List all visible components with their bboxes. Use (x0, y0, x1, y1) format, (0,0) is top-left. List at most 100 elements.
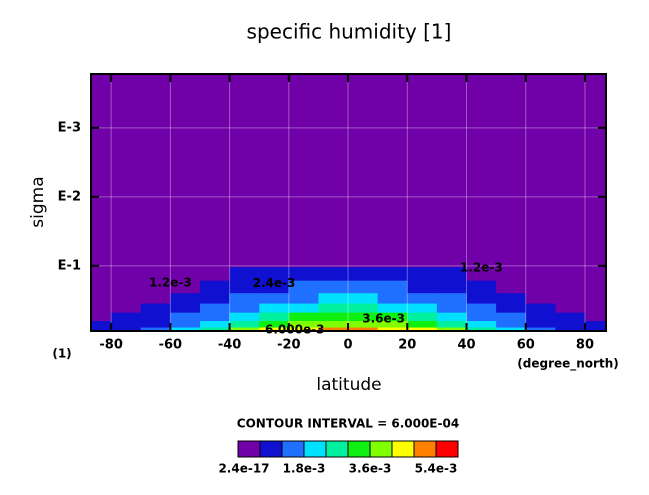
contour-cell (348, 312, 379, 322)
x-tick-label: 0 (344, 338, 353, 353)
contour-cell (407, 267, 438, 281)
contour-cell (496, 320, 527, 328)
contour-cell (170, 292, 201, 304)
contour-cell (584, 267, 607, 281)
contour-cell (525, 312, 556, 322)
x-units: (degree_north) (517, 357, 618, 372)
contour-cell (199, 292, 231, 304)
contour-cell (407, 280, 438, 294)
contour-cell (140, 292, 171, 304)
contour-cell (377, 312, 408, 322)
contour-cell (229, 292, 260, 304)
contour-cell (496, 267, 527, 281)
contour-cell (318, 267, 349, 281)
contour-cell (436, 303, 468, 313)
contour-cell (555, 267, 586, 281)
contour-cell (259, 292, 290, 304)
contour-cell (91, 280, 112, 294)
contour-cell (259, 320, 290, 328)
contour-label: 3.6e-3 (362, 312, 405, 326)
contour-cell (91, 292, 112, 304)
y-tick-label: E-1 (58, 258, 81, 273)
contour-cell (466, 320, 497, 328)
contour-cell (170, 303, 201, 313)
contour-cell (407, 292, 438, 304)
contour-cell (111, 292, 142, 304)
contour-cell (318, 303, 349, 313)
x-tick-label: -40 (218, 338, 242, 353)
contour-cell (466, 280, 497, 294)
contour-cell (259, 312, 290, 322)
contour-cell (584, 292, 607, 304)
contour-cell (229, 312, 260, 322)
contour-cell (466, 312, 497, 322)
contour-cell (407, 320, 438, 328)
contour-cell (348, 303, 379, 313)
contour-cell (377, 303, 408, 313)
x-tick-label: 20 (398, 338, 416, 353)
contour-cell (140, 320, 171, 328)
contour-cell (170, 267, 201, 281)
contour-cell (496, 312, 527, 322)
colorbar-swatch (281, 440, 305, 458)
contour-cell (170, 280, 201, 294)
contour-cell (259, 303, 290, 313)
contour-cell (288, 320, 319, 328)
contour-cell (229, 320, 260, 328)
contour-cell (288, 327, 319, 332)
contour-cell (555, 320, 586, 328)
contour-cell (170, 320, 201, 328)
contour-cell (288, 292, 319, 304)
contour-cell (170, 327, 201, 332)
contour-cell (318, 320, 349, 328)
colorbar-swatch (435, 440, 459, 458)
plot-frame (90, 73, 607, 332)
contour-cell (436, 312, 468, 322)
contour-cell (259, 267, 290, 281)
contour-cell (584, 303, 607, 313)
y-tick-label: E-2 (58, 189, 81, 204)
contour-cell (436, 267, 468, 281)
contour-cell (288, 312, 319, 322)
x-tick-label: 80 (576, 338, 594, 353)
contour-cell (140, 327, 171, 332)
contour-cell (436, 280, 468, 294)
colorbar-tick-label: 2.4e-17 (218, 462, 269, 476)
contour-cell (348, 280, 379, 294)
contour-cell (111, 280, 142, 294)
contour-cell (91, 312, 112, 322)
contour-cell (318, 312, 349, 322)
contour-cell (496, 292, 527, 304)
x-tick-label: 40 (457, 338, 475, 353)
contour-cell (525, 303, 556, 313)
contour-cell (584, 327, 607, 332)
contour-cell (140, 267, 171, 281)
contour-label: 1.2e-3 (149, 275, 192, 289)
contour-cell (466, 292, 497, 304)
contour-cell (199, 320, 231, 328)
contour-cell (318, 327, 349, 332)
contour-cell (555, 312, 586, 322)
contour-cell (111, 303, 142, 313)
y-tick-label: E-3 (58, 120, 81, 135)
contour-cell (466, 267, 497, 281)
contour-cell (288, 267, 319, 281)
contour-cell (140, 280, 171, 294)
contour-cell (199, 312, 231, 322)
contour-cell (407, 303, 438, 313)
chart-title: specific humidity [1] (247, 20, 452, 44)
contour-cell (377, 267, 408, 281)
x-axis-title: latitude (316, 375, 381, 395)
x-tick-label: -20 (277, 338, 301, 353)
contour-cell (259, 327, 290, 332)
contour-cell (496, 303, 527, 313)
colorbar-swatch (391, 440, 415, 458)
contour-cell (377, 280, 408, 294)
contour-cell (348, 267, 379, 281)
contour-cell (229, 280, 260, 294)
contour-cell (555, 327, 586, 332)
contour-cell (555, 280, 586, 294)
y-axis-title: sigma (28, 176, 48, 227)
contour-cell (496, 280, 527, 294)
contour-cell (318, 292, 349, 304)
